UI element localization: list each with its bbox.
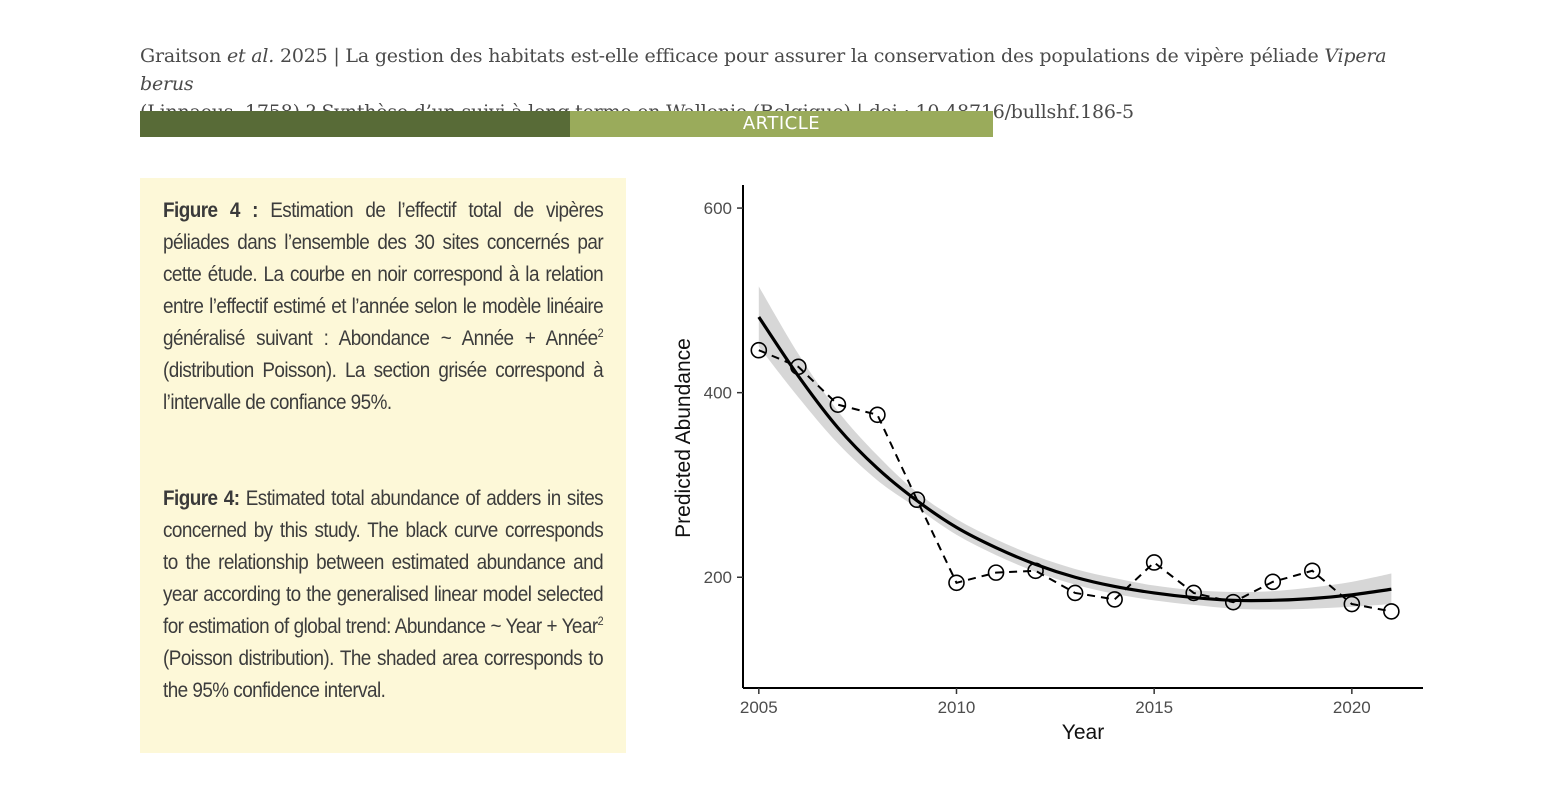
caption-english-sup: 2	[597, 614, 604, 628]
x-tick-label: 2005	[740, 698, 778, 717]
data-point	[1185, 584, 1202, 602]
data-point	[1343, 595, 1361, 613]
data-point	[790, 358, 807, 376]
data-point	[948, 574, 965, 592]
caption-french-label: Figure 4 :	[163, 199, 258, 222]
x-tick-label: 2010	[938, 698, 976, 717]
caption-french-text-end: (distribution Poisson). La section grisé…	[163, 359, 604, 414]
y-tick-label: 200	[704, 568, 732, 587]
header-line-1: Graitson et al. 2025 | La gestion des ha…	[140, 42, 1440, 98]
confidence-band	[758, 286, 1392, 610]
y-tick-label: 600	[704, 199, 732, 218]
data-point	[829, 396, 847, 413]
header-etal: et al.	[226, 45, 275, 67]
header-authors: Graitson	[140, 45, 222, 67]
data-point	[1027, 562, 1044, 580]
data-point	[750, 341, 768, 359]
x-tick-label: 2020	[1333, 698, 1371, 717]
x-tick-label: 2015	[1135, 698, 1173, 717]
data-point	[1066, 584, 1084, 602]
observed-dashed-line	[758, 349, 1392, 613]
header-title: 2025 | La gestion des habitats est-elle …	[274, 45, 1325, 67]
caption-french-sup: 2	[597, 326, 604, 340]
caption-english-text-end: (Poisson distribution). The shaded area …	[163, 647, 604, 702]
data-point	[1106, 591, 1123, 608]
data-point	[1264, 573, 1282, 591]
fitted-curve	[757, 316, 1392, 603]
caption-french-text: Estimation de l’effectif total de vipère…	[163, 199, 604, 350]
data-point	[1224, 593, 1242, 611]
header-species: Vipera berus	[140, 45, 1387, 95]
y-tick-label: 400	[704, 384, 732, 403]
caption-english: Figure 4: Estimated total abundance of a…	[163, 483, 604, 707]
data-point	[1383, 603, 1400, 620]
data-point	[869, 406, 886, 424]
article-banner: ARTICLE	[570, 111, 993, 137]
x-axis-label: Year	[1062, 721, 1104, 744]
data-point	[987, 564, 1005, 581]
data-point	[1145, 554, 1163, 571]
data-point	[908, 491, 926, 509]
caption-english-label: Figure 4:	[163, 487, 240, 510]
caption-english-text: Estimated total abundance of adders in s…	[163, 487, 604, 638]
figure-caption-box: Figure 4 : Estimation de l’effectif tota…	[140, 178, 626, 753]
y-axis-label: Predicted Abundance	[672, 338, 695, 538]
caption-french: Figure 4 : Estimation de l’effectif tota…	[163, 195, 604, 419]
section-bar-dark	[140, 111, 570, 137]
data-point	[1304, 562, 1321, 580]
